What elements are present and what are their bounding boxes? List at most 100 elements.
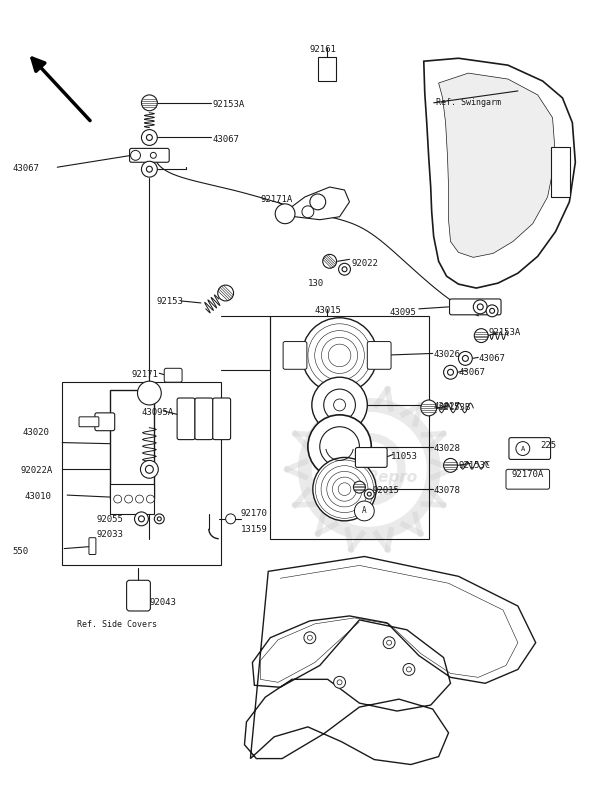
FancyBboxPatch shape bbox=[355, 447, 387, 467]
Text: 43067: 43067 bbox=[213, 134, 240, 144]
Bar bbox=[62, 382, 221, 566]
FancyBboxPatch shape bbox=[509, 438, 551, 459]
FancyBboxPatch shape bbox=[164, 368, 182, 382]
Circle shape bbox=[137, 381, 161, 405]
FancyBboxPatch shape bbox=[127, 580, 150, 611]
Text: 550: 550 bbox=[13, 547, 29, 555]
FancyBboxPatch shape bbox=[283, 341, 307, 369]
Circle shape bbox=[310, 194, 326, 210]
Text: 11053: 11053 bbox=[391, 451, 418, 460]
Circle shape bbox=[320, 427, 359, 467]
Text: 225: 225 bbox=[541, 440, 557, 450]
Text: 92153C: 92153C bbox=[458, 461, 491, 471]
Circle shape bbox=[135, 495, 144, 503]
Circle shape bbox=[147, 495, 154, 503]
Text: online: online bbox=[345, 484, 393, 498]
Polygon shape bbox=[439, 73, 555, 257]
Text: 92153A: 92153A bbox=[488, 328, 521, 336]
Text: Ref. Side Covers: Ref. Side Covers bbox=[77, 620, 157, 629]
Circle shape bbox=[324, 389, 355, 421]
FancyBboxPatch shape bbox=[318, 58, 336, 81]
Circle shape bbox=[150, 153, 156, 158]
Circle shape bbox=[386, 640, 392, 645]
Circle shape bbox=[226, 514, 236, 524]
Circle shape bbox=[444, 365, 458, 380]
Circle shape bbox=[474, 300, 487, 314]
Circle shape bbox=[339, 264, 350, 275]
FancyBboxPatch shape bbox=[551, 147, 570, 197]
FancyBboxPatch shape bbox=[449, 299, 501, 315]
Circle shape bbox=[307, 635, 312, 640]
FancyBboxPatch shape bbox=[110, 484, 154, 514]
Circle shape bbox=[337, 680, 342, 685]
Polygon shape bbox=[244, 557, 536, 765]
Circle shape bbox=[125, 495, 133, 503]
Circle shape bbox=[131, 150, 140, 161]
Text: 92055: 92055 bbox=[97, 515, 124, 524]
FancyBboxPatch shape bbox=[213, 398, 231, 439]
Circle shape bbox=[333, 677, 346, 688]
Circle shape bbox=[403, 663, 415, 675]
Circle shape bbox=[275, 204, 295, 224]
Circle shape bbox=[145, 465, 153, 473]
Circle shape bbox=[489, 308, 495, 313]
Text: 92170A: 92170A bbox=[512, 470, 544, 479]
Text: A: A bbox=[521, 446, 525, 451]
FancyBboxPatch shape bbox=[110, 390, 154, 499]
Text: 92171: 92171 bbox=[131, 370, 158, 380]
Text: 92153: 92153 bbox=[156, 297, 183, 306]
Circle shape bbox=[355, 501, 374, 521]
FancyBboxPatch shape bbox=[79, 417, 99, 427]
Text: Ref. Swingarm: Ref. Swingarm bbox=[436, 97, 501, 107]
Circle shape bbox=[141, 161, 157, 177]
Circle shape bbox=[365, 489, 374, 499]
Circle shape bbox=[323, 254, 336, 268]
Circle shape bbox=[302, 318, 377, 393]
Circle shape bbox=[458, 352, 472, 365]
Circle shape bbox=[114, 495, 122, 503]
Circle shape bbox=[138, 516, 144, 522]
Text: 92171A: 92171A bbox=[260, 195, 293, 204]
Text: 43020: 43020 bbox=[22, 427, 49, 437]
Circle shape bbox=[141, 95, 157, 111]
Circle shape bbox=[486, 305, 498, 316]
FancyBboxPatch shape bbox=[195, 398, 213, 439]
FancyBboxPatch shape bbox=[130, 149, 169, 162]
Circle shape bbox=[448, 369, 454, 376]
Polygon shape bbox=[285, 187, 349, 220]
Circle shape bbox=[134, 512, 148, 526]
Circle shape bbox=[157, 517, 161, 521]
Circle shape bbox=[333, 399, 346, 411]
Text: 92022: 92022 bbox=[352, 260, 378, 268]
Text: partsRepro: partsRepro bbox=[322, 470, 417, 485]
FancyBboxPatch shape bbox=[89, 538, 96, 555]
Circle shape bbox=[313, 458, 376, 521]
FancyBboxPatch shape bbox=[95, 413, 115, 431]
Text: 43078: 43078 bbox=[434, 486, 461, 495]
Text: 92161: 92161 bbox=[310, 46, 337, 54]
Text: 92170: 92170 bbox=[240, 509, 267, 518]
Bar bbox=[270, 316, 429, 539]
Text: A: A bbox=[362, 507, 366, 515]
Circle shape bbox=[353, 481, 365, 493]
FancyBboxPatch shape bbox=[177, 398, 195, 439]
Text: 43015: 43015 bbox=[315, 306, 342, 315]
Circle shape bbox=[312, 377, 368, 433]
Circle shape bbox=[302, 206, 314, 218]
Text: 43067: 43067 bbox=[458, 368, 485, 377]
Circle shape bbox=[474, 328, 488, 343]
Text: 43095: 43095 bbox=[389, 308, 416, 317]
Circle shape bbox=[406, 667, 411, 672]
Text: 43067: 43067 bbox=[478, 355, 505, 364]
Text: 43028: 43028 bbox=[434, 443, 461, 452]
Circle shape bbox=[477, 304, 483, 310]
Circle shape bbox=[304, 632, 316, 644]
FancyBboxPatch shape bbox=[368, 341, 391, 369]
Circle shape bbox=[342, 267, 347, 272]
Text: 43067: 43067 bbox=[13, 165, 39, 173]
Polygon shape bbox=[423, 58, 575, 288]
FancyBboxPatch shape bbox=[506, 469, 550, 489]
Text: 92015: 92015 bbox=[372, 486, 399, 495]
Circle shape bbox=[147, 134, 153, 141]
Text: 43095A: 43095A bbox=[141, 408, 174, 417]
